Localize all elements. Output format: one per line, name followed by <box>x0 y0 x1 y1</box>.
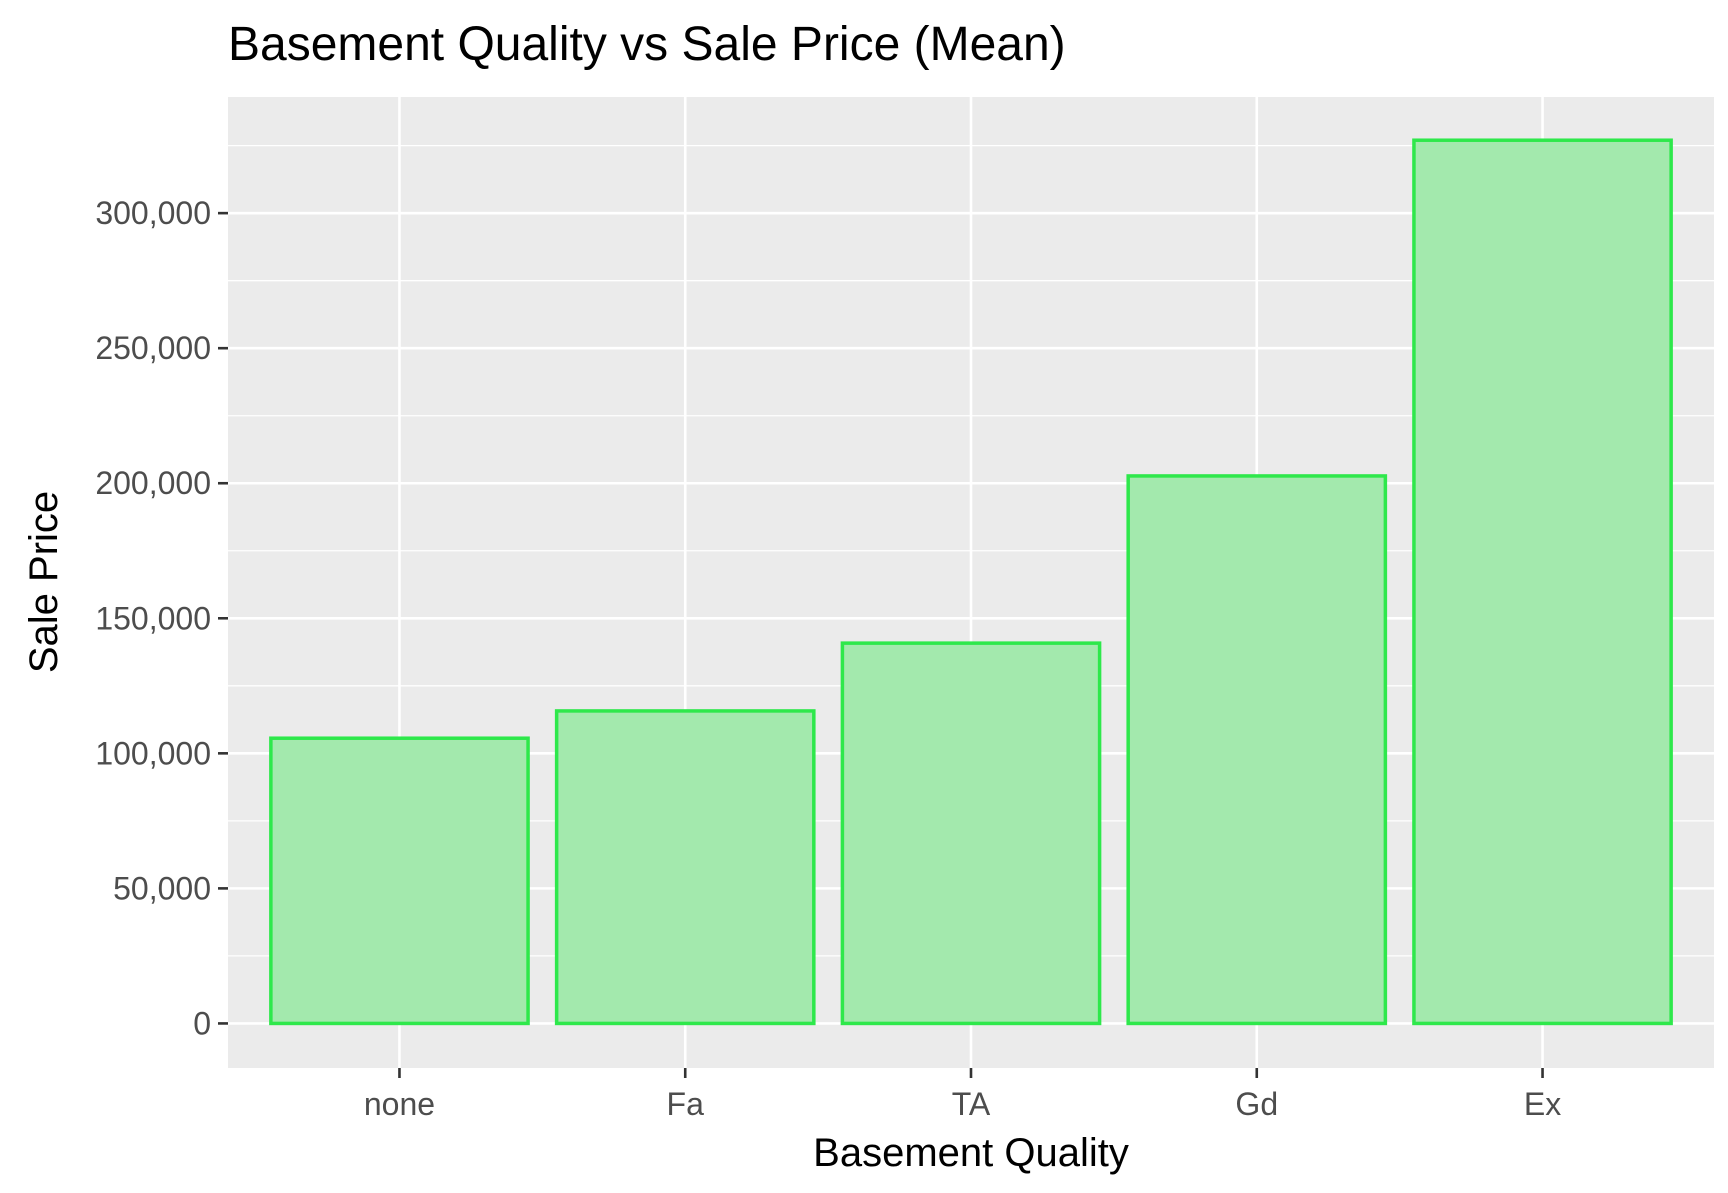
y-tick-label: 300,000 <box>95 195 211 231</box>
x-tick-label: Ex <box>1524 1086 1561 1122</box>
bars <box>269 138 1673 1026</box>
bar-Fa <box>554 709 816 1026</box>
y-tick-label: 100,000 <box>95 735 211 771</box>
y-tick-label: 150,000 <box>95 600 211 636</box>
y-axis-title: Sale Price <box>22 491 66 673</box>
x-tick-label: TA <box>952 1086 991 1122</box>
bar-Gd <box>1126 474 1388 1026</box>
bar-TA <box>840 641 1102 1026</box>
y-tick-label: 0 <box>193 1005 211 1041</box>
x-tick-label: none <box>364 1086 435 1122</box>
bar-Ex <box>1412 138 1673 1026</box>
y-tick-label: 250,000 <box>95 330 211 366</box>
chart-title: Basement Quality vs Sale Price (Mean) <box>228 18 1066 71</box>
y-tick-label: 200,000 <box>95 465 211 501</box>
x-axis: none Fa TA Gd Ex <box>364 1068 1561 1122</box>
y-axis: 0 50,000 100,000 150,000 200,000 250,000 300,0… <box>95 195 228 1041</box>
x-tick-label: Gd <box>1235 1086 1278 1122</box>
y-tick-label: 50,000 <box>113 870 211 906</box>
x-axis-title: Basement Quality <box>813 1131 1129 1175</box>
x-tick-label: Fa <box>667 1086 705 1122</box>
bar-none <box>269 736 530 1026</box>
